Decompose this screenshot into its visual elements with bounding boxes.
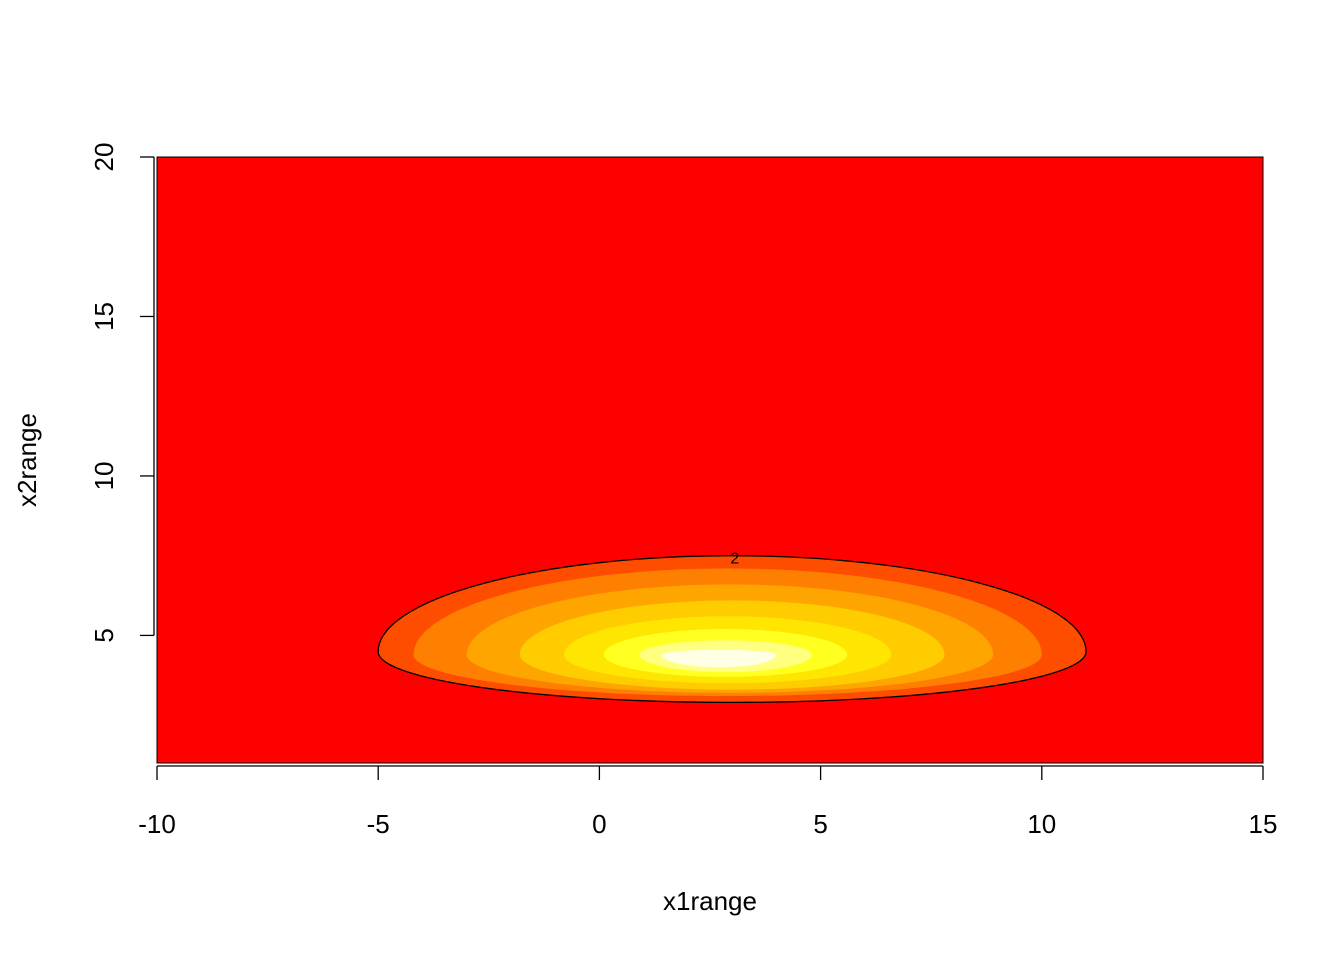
plot-area: 2 <box>157 157 1263 763</box>
contour-label-level-2: 2 <box>730 551 739 568</box>
contour-band-level-9 <box>661 649 777 668</box>
x-tick-label: 15 <box>1249 809 1278 839</box>
y-axis-title: x2range <box>12 413 42 507</box>
contour-line-level-2 <box>377 555 1087 704</box>
y-tick-label: 20 <box>89 143 119 172</box>
plot-frame <box>156 156 1264 764</box>
x-tick-label: -10 <box>138 809 176 839</box>
x-tick-label: 5 <box>813 809 827 839</box>
x-tick-label: 10 <box>1027 809 1056 839</box>
x-tick-label: -5 <box>367 809 390 839</box>
y-tick-label: 10 <box>89 461 119 490</box>
x-axis-title: x1range <box>663 886 757 916</box>
y-tick-label: 15 <box>89 302 119 331</box>
axes: -10 -5 0 5 10 15 5 10 15 20 <box>89 143 1277 839</box>
x-tick-label: 0 <box>592 809 606 839</box>
y-tick-label: 5 <box>89 628 119 642</box>
